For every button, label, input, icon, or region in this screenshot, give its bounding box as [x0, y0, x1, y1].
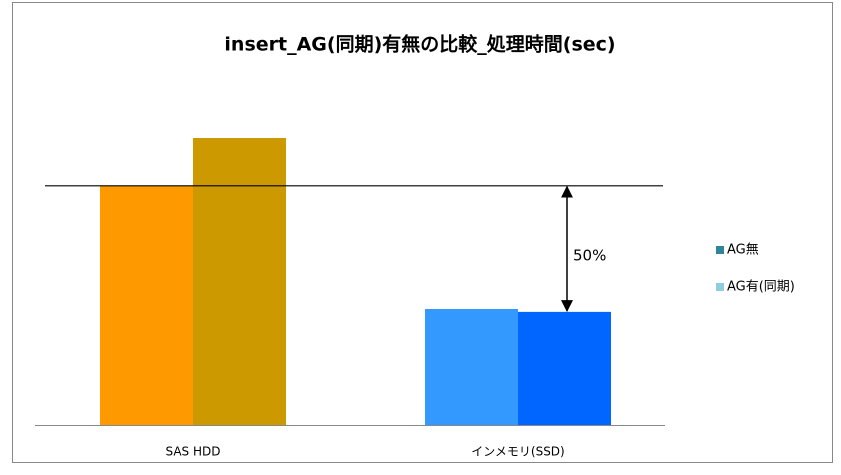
legend-label: AG無 [727, 243, 759, 258]
legend-label: AG有(同期) [727, 280, 795, 295]
annotation: 50% [573, 247, 606, 265]
legend-swatch [716, 283, 724, 291]
x-tick-label: インメモリ(SSD) [471, 445, 564, 459]
x-tick-label: SAS HDD [166, 445, 221, 459]
bar [425, 309, 518, 425]
bar [193, 138, 286, 425]
bar [518, 311, 611, 425]
legend-swatch [716, 246, 724, 254]
bar [100, 185, 193, 425]
chart-title: insert_AG(同期)有無の比較_処理時間(sec) [224, 33, 615, 56]
